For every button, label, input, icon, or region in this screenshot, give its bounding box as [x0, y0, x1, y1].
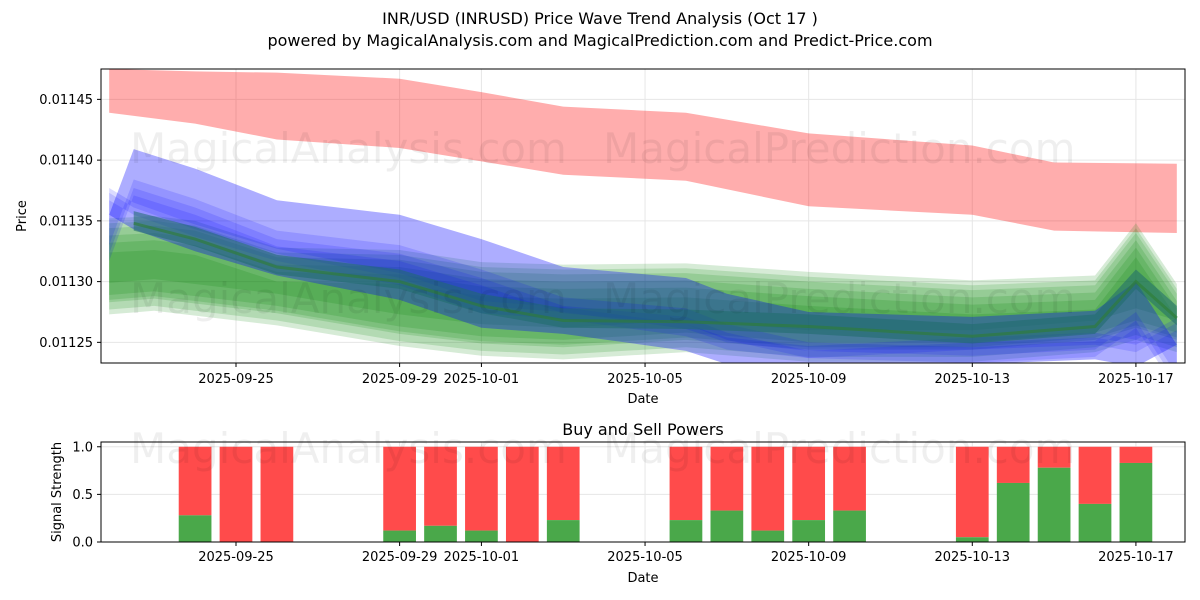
x-tick-label: 2025-10-01 — [444, 550, 520, 565]
y-tick-label: 0.5 — [72, 488, 93, 503]
sell-power-bar — [833, 446, 866, 511]
watermark-text: MagicalPrediction.com — [603, 124, 1076, 173]
buy-power-bar — [1037, 467, 1071, 542]
green-wave-band-layer — [109, 220, 1177, 348]
watermark-text: MagicalAnalysis.com — [130, 124, 567, 173]
sell-power-bar — [751, 446, 785, 531]
buy-power-bar — [955, 537, 989, 542]
y-tick-label: 0.0 — [72, 536, 93, 551]
y-tick-label: 1.0 — [72, 440, 93, 455]
trend-core-band — [133, 211, 1177, 344]
sell-power-bar — [710, 446, 744, 511]
price-grid — [101, 69, 1185, 363]
buy-power-bar — [792, 520, 826, 542]
x-tick-label: 2025-10-13 — [935, 550, 1011, 565]
sell-power-bar — [1078, 446, 1112, 504]
watermark-text: MagicalAnalysis.com — [130, 424, 567, 473]
y-tick-label: 0.01135 — [39, 214, 93, 229]
price-axes: 2025-09-25 2025-09-29 2025-10-01 2025-10-05… — [15, 93, 1174, 407]
x-tick-label: 2025-10-09 — [771, 550, 847, 565]
x-axis-label: Date — [627, 571, 658, 586]
buy-power-bar — [710, 510, 744, 542]
sell-power-bar — [219, 446, 253, 542]
buy-power-bar — [1078, 503, 1112, 542]
blue-core-band-layer — [109, 188, 1177, 363]
x-tick-label: 2025-09-25 — [198, 372, 274, 387]
buy-power-bar — [751, 530, 785, 542]
chart-subtitle: powered by MagicalAnalysis.com and Magic… — [267, 31, 933, 50]
x-tick-label: 2025-10-13 — [935, 372, 1011, 387]
x-tick-label: 2025-09-25 — [198, 550, 274, 565]
red-wave-band-layer — [109, 69, 1177, 234]
sell-power-bar — [178, 446, 212, 516]
buy-power-bar — [996, 482, 1030, 542]
signal-plot-frame — [100, 441, 1186, 543]
y-tick-label: 0.01140 — [39, 154, 93, 169]
buy-power-bar — [424, 525, 457, 542]
sell-power-bar — [383, 446, 416, 531]
x-tick-label: 2025-10-05 — [607, 550, 683, 565]
price-plot-frame — [100, 68, 1186, 364]
sell-power-bar — [669, 446, 703, 521]
sell-power-bar — [546, 446, 580, 521]
buy-power-bar — [669, 520, 703, 542]
green-wave-band-layer — [109, 225, 1177, 343]
sell-power-bar — [424, 446, 457, 526]
sell-power-bar — [260, 446, 294, 542]
sell-power-bar — [505, 446, 539, 542]
signal-watermarks: MagicalAnalysis.com MagicalPrediction.com — [130, 424, 1076, 473]
x-tick-label: 2025-10-05 — [607, 372, 683, 387]
buy-power-bar — [178, 515, 212, 542]
chart-title: INR/USD (INRUSD) Price Wave Trend Analys… — [382, 9, 818, 28]
y-tick-label: 0.01130 — [39, 275, 93, 290]
x-tick-label: 2025-09-29 — [362, 372, 438, 387]
x-axis-label: Date — [627, 392, 658, 407]
x-tick-label: 2025-09-29 — [362, 550, 438, 565]
y-tick-label: 0.01145 — [39, 93, 93, 108]
sell-power-bar — [996, 446, 1030, 483]
sell-power-bar — [792, 446, 826, 521]
signal-bars — [178, 446, 1153, 542]
y-axis-label: Price — [15, 200, 30, 232]
signal-axes: 2025-09-25 2025-09-29 2025-10-01 2025-10-05… — [50, 420, 1174, 586]
x-tick-label: 2025-10-17 — [1098, 372, 1174, 387]
title-block: INR/USD (INRUSD) Price Wave Trend Analys… — [0, 8, 1200, 52]
sell-power-bar — [465, 446, 498, 531]
sell-power-bar — [1119, 446, 1153, 463]
x-tick-label: 2025-10-17 — [1098, 550, 1174, 565]
price-wave-bands — [109, 69, 1178, 363]
buy-power-bar — [465, 530, 498, 542]
watermark-text: MagicalAnalysis.com — [130, 274, 567, 323]
y-tick-label: 0.01125 — [39, 336, 93, 351]
trend-center-line — [133, 221, 1178, 338]
sell-power-bar — [955, 446, 989, 538]
price-watermarks: MagicalAnalysis.com MagicalPrediction.com… — [130, 124, 1076, 323]
buy-power-bar — [383, 530, 416, 542]
blue-core-band-layer — [109, 188, 1177, 363]
buy-power-bar — [546, 520, 580, 542]
y-axis-label: Signal Strength — [50, 442, 65, 542]
x-tick-label: 2025-10-01 — [444, 372, 520, 387]
buy-power-bar — [1119, 462, 1153, 542]
buy-power-bar — [833, 510, 866, 542]
x-tick-label: 2025-10-09 — [771, 372, 847, 387]
green-wave-band-layer — [109, 216, 1177, 331]
watermark-text: MagicalPrediction.com — [603, 424, 1076, 473]
sell-power-bar — [1037, 446, 1071, 468]
watermark-text: MagicalPrediction.com — [603, 274, 1076, 323]
signal-chart-title: Buy and Sell Powers — [562, 420, 724, 439]
